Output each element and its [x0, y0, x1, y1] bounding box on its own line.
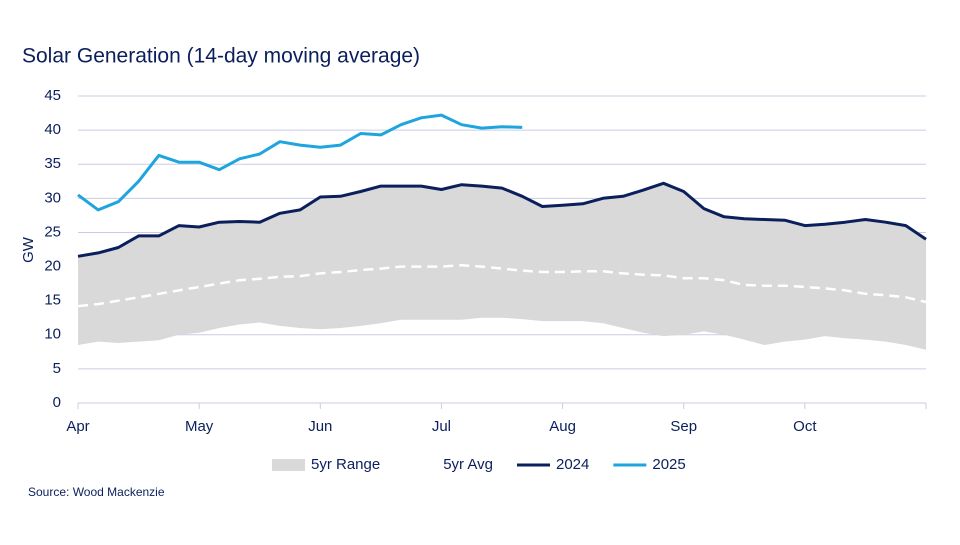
- y-tick-label: 25: [44, 223, 61, 240]
- x-tick-label: Jun: [308, 418, 332, 435]
- y-tick-label: 20: [44, 258, 61, 275]
- y-tick-label: 10: [44, 326, 61, 343]
- y-tick-label: 0: [53, 394, 61, 411]
- x-tick-label: Oct: [793, 418, 817, 435]
- legend-label: 5yr Avg: [443, 456, 493, 473]
- x-tick-label: Sep: [670, 418, 697, 435]
- series-line: [77, 181, 927, 258]
- y-tick-label: 35: [44, 155, 61, 172]
- legend-label: 5yr Range: [311, 456, 380, 473]
- x-tick-label: Aug: [549, 418, 576, 435]
- legend-label: 2025: [652, 456, 685, 473]
- x-tick-label: Apr: [66, 418, 89, 435]
- y-tick-label: 30: [44, 189, 61, 206]
- series-line: [77, 263, 927, 308]
- y-axis-label: GW: [20, 236, 37, 263]
- x-tick-label: May: [185, 418, 214, 435]
- y-tick-label: 45: [44, 87, 61, 104]
- series-line: [77, 113, 523, 212]
- legend-label: 2024: [556, 456, 589, 473]
- y-tick-label: 40: [44, 121, 61, 138]
- y-tick-label: 15: [44, 292, 61, 309]
- range-area: [78, 183, 926, 350]
- legend-swatch: [272, 459, 305, 471]
- chart-title: Solar Generation (14-day moving average): [22, 45, 420, 68]
- source-note: Source: Wood Mackenzie: [28, 485, 165, 499]
- x-tick-label: Jul: [432, 418, 451, 435]
- y-tick-label: 5: [53, 360, 61, 377]
